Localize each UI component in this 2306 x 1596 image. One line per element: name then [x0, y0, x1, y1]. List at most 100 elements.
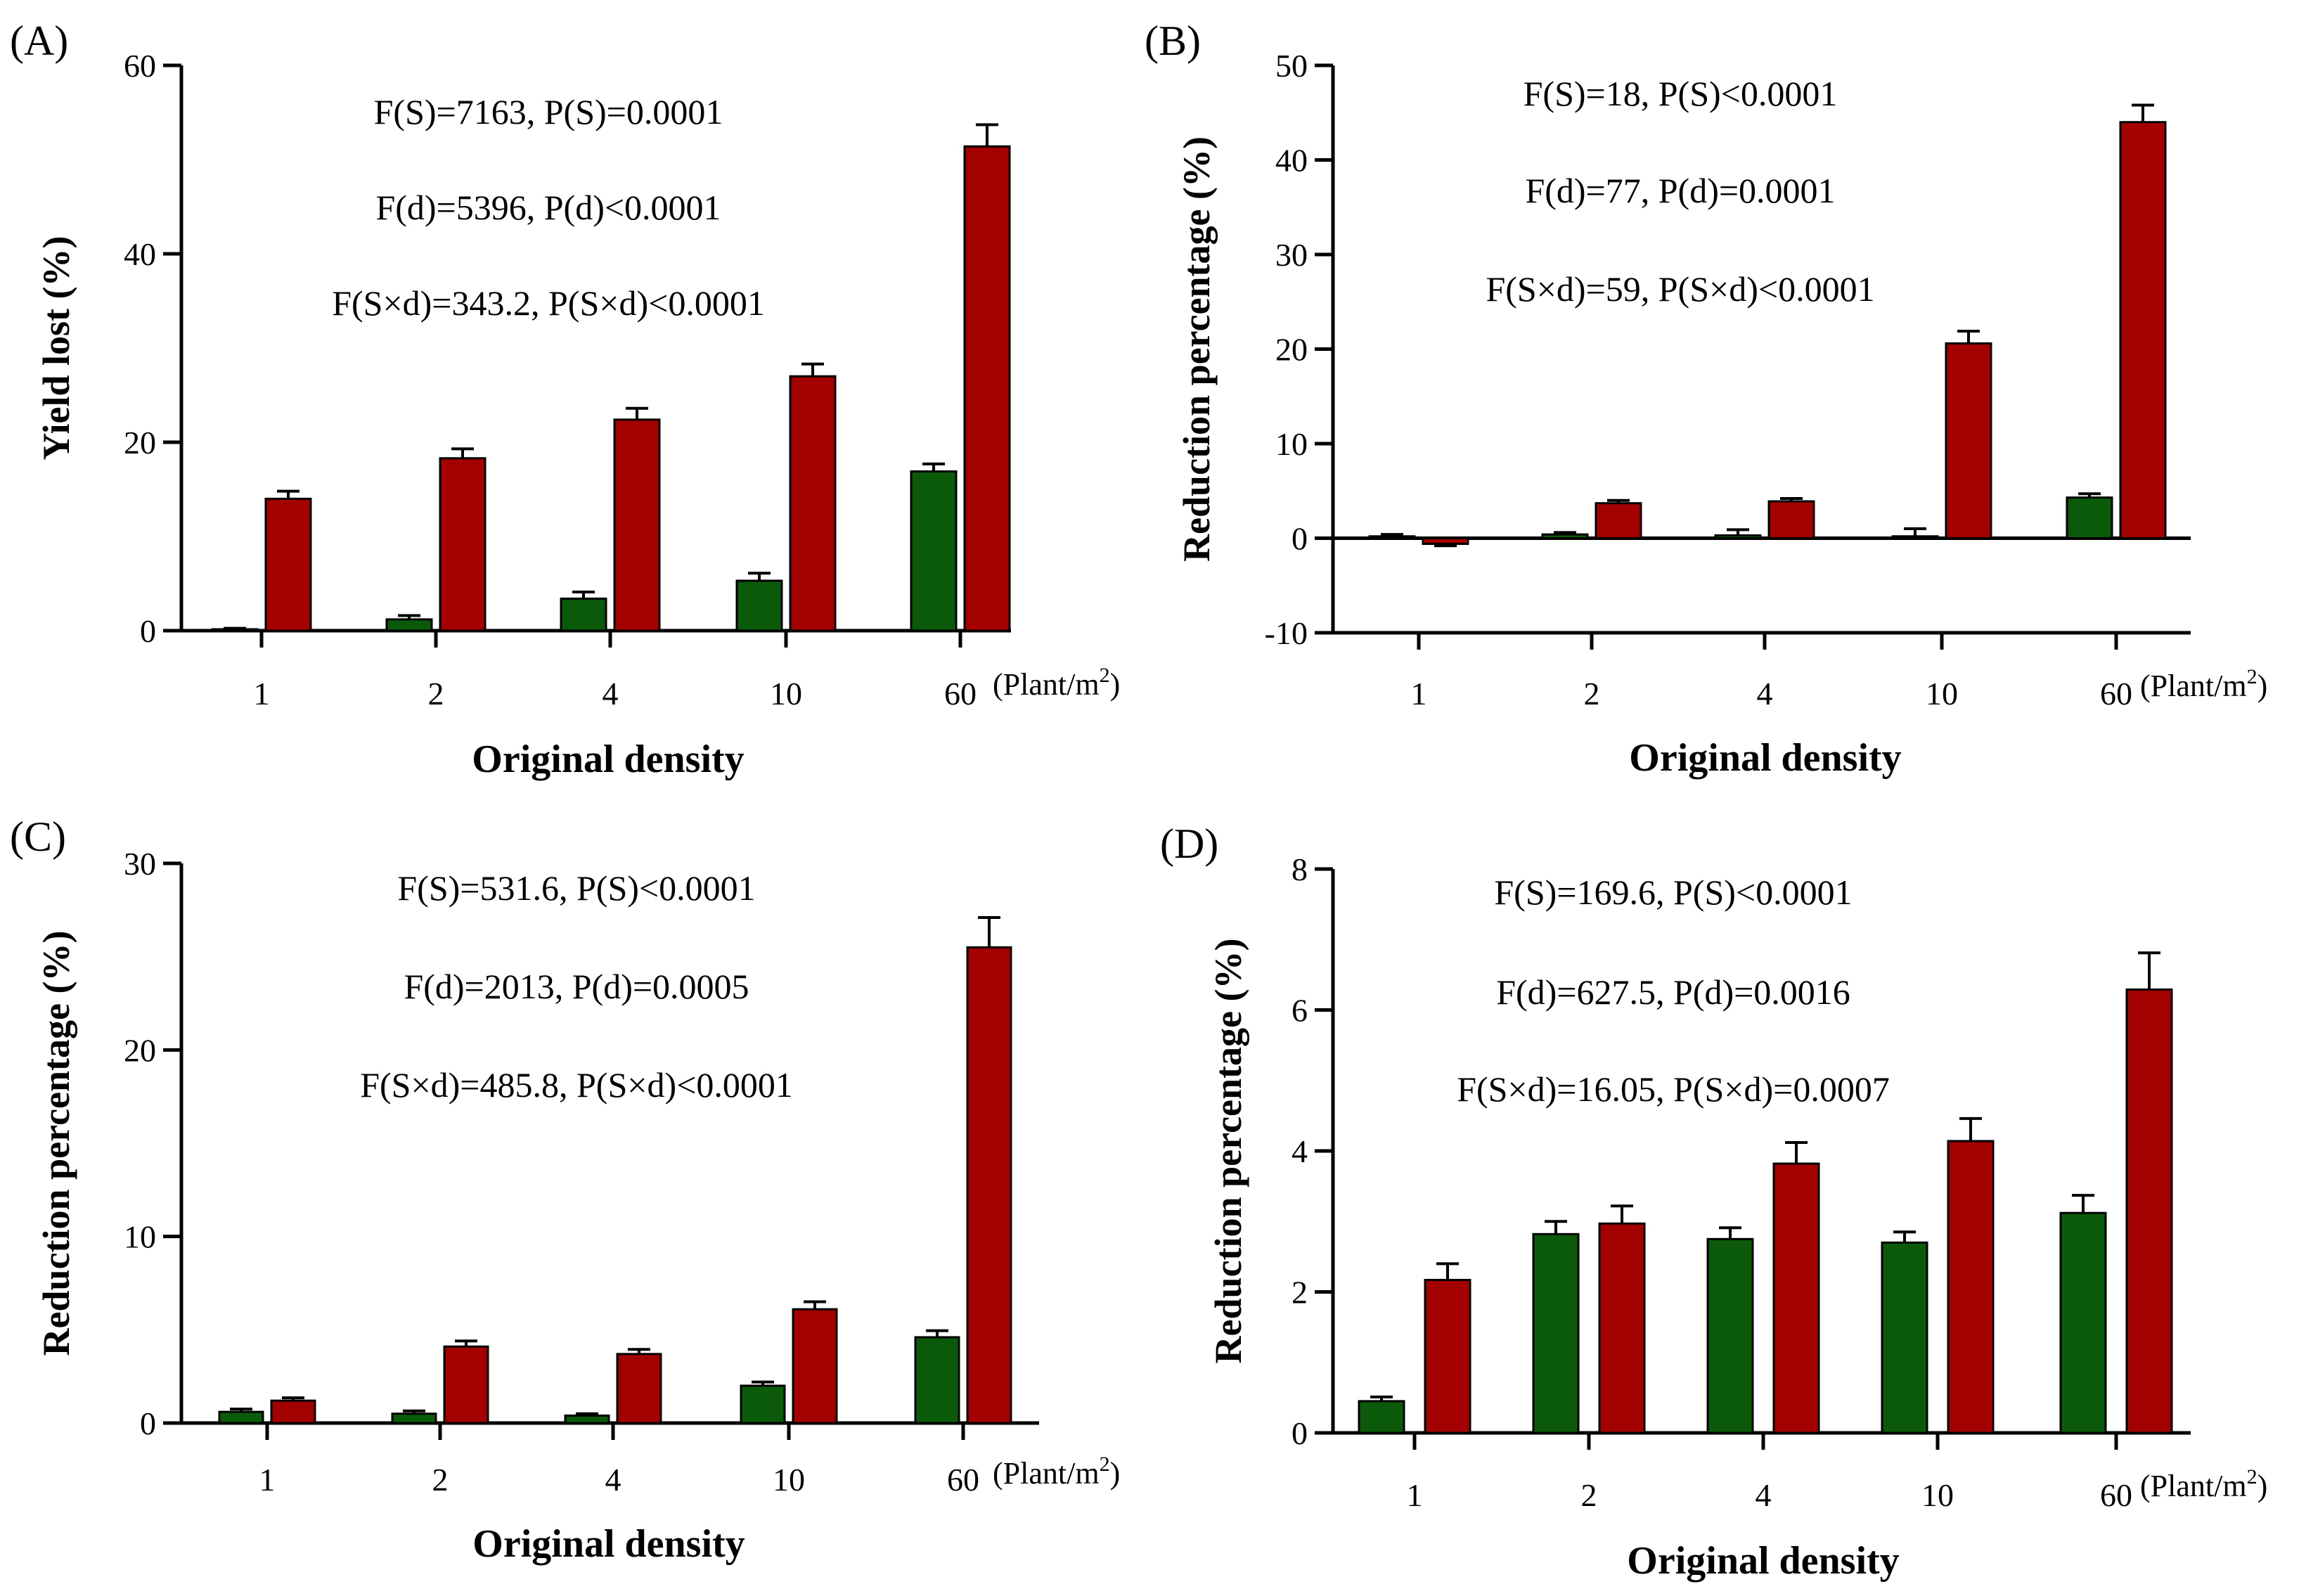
- bar-red-10: [1945, 342, 1992, 539]
- y-tick-label: 20: [124, 425, 156, 461]
- y-tick-label: 0: [140, 1405, 156, 1441]
- y-tick-label: 20: [124, 1032, 156, 1068]
- chart-panel-1: (A) 0 20 40 60 Yield lost (%) 1 2 4 10 60 (Plant/m2…: [10, 18, 1120, 781]
- bar-green-4: [560, 597, 607, 632]
- y-axis-title: Reduction percentage (%): [1207, 939, 1249, 1364]
- x-tick-label: 2: [432, 1462, 449, 1498]
- y-axis-title: Reduction percentage (%): [35, 931, 77, 1356]
- y-tick-label: 50: [1275, 48, 1308, 84]
- bar-green-60: [2059, 1211, 2107, 1434]
- x-tick-label: 1: [254, 676, 270, 712]
- y-tick-label: 0: [1292, 1415, 1308, 1451]
- y-tick-label: 8: [1292, 851, 1308, 887]
- x-tick-label: 2: [1584, 676, 1600, 712]
- bar-green-60: [910, 470, 958, 632]
- bar-green-2: [385, 618, 433, 632]
- stat-annotation: F(d)=5396, P(d)<0.0001: [375, 188, 721, 227]
- bar-green-1: [218, 1410, 264, 1424]
- x-axis-title: Original density: [1629, 736, 1901, 780]
- density-unit-label: (Plant/m2): [2140, 665, 2267, 703]
- density-unit-label: (Plant/m2): [993, 664, 1120, 702]
- stat-annotation: F(S×d)=343.2, P(S×d)<0.0001: [332, 283, 765, 323]
- y-tick-label: 20: [1275, 332, 1308, 368]
- bar-green-2: [391, 1412, 437, 1424]
- panel-label: (A): [10, 18, 68, 64]
- chart-panel-3: (C) 0 10 20 30 Reduction percentage (%) 1 2 4 10 6…: [10, 813, 1120, 1566]
- bar-green-60: [2066, 496, 2113, 539]
- bar-red-1: [1424, 1278, 1471, 1434]
- y-tick-label: 2: [1292, 1275, 1308, 1311]
- x-tick-label: 60: [947, 1462, 979, 1498]
- bar-red-2: [1598, 1222, 1646, 1434]
- y-tick-label: -10: [1265, 615, 1308, 651]
- x-tick-label: 1: [1407, 1477, 1423, 1513]
- bar-red-60: [2119, 121, 2167, 539]
- panel-label: (C): [10, 813, 66, 860]
- x-tick-label: 4: [1756, 1477, 1772, 1513]
- bar-green-1: [1368, 535, 1416, 539]
- x-tick-label: 4: [605, 1462, 621, 1498]
- stat-annotation: F(S)=18, P(S)<0.0001: [1524, 74, 1838, 113]
- stat-annotation: F(S)=7163, P(S)=0.0001: [374, 92, 723, 131]
- x-tick-label: 10: [770, 676, 802, 712]
- y-tick-label: 0: [1292, 521, 1308, 557]
- bar-red-2: [1595, 502, 1642, 539]
- y-tick-label: 6: [1292, 993, 1308, 1029]
- x-axis-title: Original density: [1627, 1539, 1899, 1583]
- x-tick-label: 60: [2100, 676, 2132, 712]
- bar-red-4: [613, 418, 661, 632]
- x-tick-label: 2: [1581, 1477, 1597, 1513]
- x-tick-label: 10: [1926, 676, 1958, 712]
- bar-red-4: [1772, 1162, 1820, 1434]
- bar-red-2: [443, 1345, 489, 1424]
- bar-red-4: [616, 1353, 662, 1424]
- bar-green-4: [1714, 534, 1762, 540]
- bar-green-10: [740, 1384, 786, 1424]
- bar-red-10: [789, 375, 837, 632]
- y-tick-label: 10: [1275, 426, 1308, 462]
- bar-red-10: [1947, 1140, 1995, 1434]
- x-tick-label: 1: [259, 1462, 276, 1498]
- bar-green-4: [1706, 1237, 1754, 1434]
- x-tick-label: 4: [603, 676, 619, 712]
- bar-green-4: [564, 1414, 610, 1424]
- bar-green-10: [1891, 535, 1939, 539]
- panel-label: (D): [1160, 820, 1218, 867]
- stat-annotation: F(d)=77, P(d)=0.0001: [1525, 171, 1835, 210]
- x-tick-label: 4: [1757, 676, 1773, 712]
- stat-annotation: F(d)=2013, P(d)=0.0005: [404, 967, 749, 1006]
- x-tick-label: 2: [428, 676, 444, 712]
- bar-green-60: [914, 1336, 960, 1424]
- bar-green-2: [1541, 533, 1589, 539]
- bar-red-2: [439, 457, 487, 632]
- bar-red-4: [1767, 500, 1815, 539]
- density-unit-label: (Plant/m2): [2140, 1465, 2267, 1503]
- x-tick-label: 60: [2100, 1477, 2132, 1513]
- x-axis-title: Original density: [472, 738, 744, 781]
- bar-green-10: [1881, 1241, 1928, 1434]
- bar-red-10: [792, 1308, 838, 1424]
- y-tick-label: 60: [124, 48, 156, 84]
- stat-annotation: F(S×d)=59, P(S×d)<0.0001: [1486, 269, 1874, 309]
- x-tick-label: 10: [773, 1462, 805, 1498]
- stat-annotation: F(S×d)=485.8, P(S×d)<0.0001: [360, 1065, 793, 1105]
- y-tick-label: 30: [124, 846, 156, 882]
- bar-red-1: [264, 497, 312, 632]
- stat-annotation: F(d)=627.5, P(d)=0.0016: [1496, 972, 1850, 1012]
- y-axis-title: Yield lost (%): [35, 236, 77, 461]
- y-tick-label: 0: [140, 613, 156, 649]
- bar-green-10: [735, 579, 783, 632]
- bar-green-1: [1358, 1400, 1405, 1434]
- bar-red-1: [270, 1399, 316, 1424]
- bar-green-2: [1532, 1233, 1580, 1434]
- bar-red-60: [966, 946, 1012, 1424]
- y-tick-label: 4: [1292, 1133, 1308, 1169]
- x-tick-label: 60: [944, 676, 977, 712]
- bar-red-1: [1422, 537, 1469, 546]
- x-tick-label: 10: [1921, 1477, 1954, 1513]
- y-tick-label: 40: [124, 236, 156, 272]
- y-tick-label: 10: [124, 1219, 156, 1255]
- y-tick-label: 40: [1275, 143, 1308, 179]
- density-unit-label: (Plant/m2): [993, 1453, 1120, 1491]
